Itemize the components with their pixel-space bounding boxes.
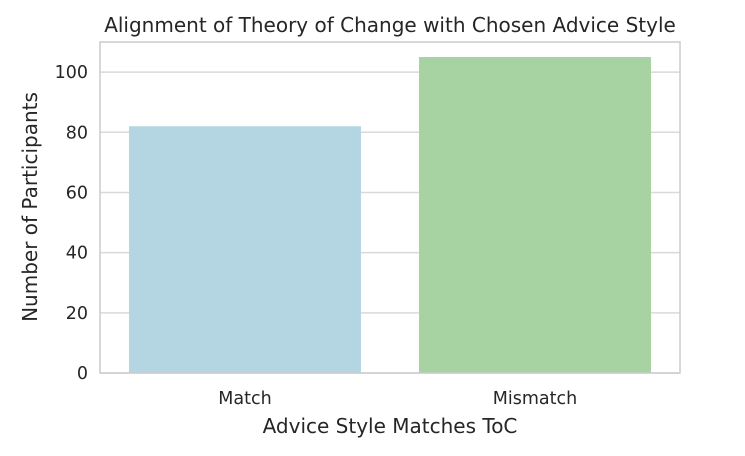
y-axis-label: Number of Participants	[18, 92, 42, 322]
bars	[129, 57, 651, 373]
y-tick-labels: 0 20 40 60 80 100	[55, 63, 88, 384]
y-tick-label: 80	[66, 123, 88, 143]
bar-mismatch	[419, 57, 651, 373]
y-tick-label: 40	[66, 244, 88, 264]
y-tick-label: 100	[55, 63, 88, 83]
y-tick-label: 0	[77, 364, 88, 384]
bar-match	[129, 126, 361, 373]
plot-frame	[99, 41, 681, 374]
x-tick-label-match: Match	[218, 389, 271, 409]
x-tick-label-mismatch: Mismatch	[493, 389, 577, 409]
chart-title: Alignment of Theory of Change with Chose…	[104, 13, 676, 37]
y-tick-label: 20	[66, 304, 88, 324]
x-axis-label: Advice Style Matches ToC	[263, 414, 518, 438]
y-tick-label: 60	[66, 183, 88, 203]
x-tick-labels: Match Mismatch	[218, 389, 577, 409]
